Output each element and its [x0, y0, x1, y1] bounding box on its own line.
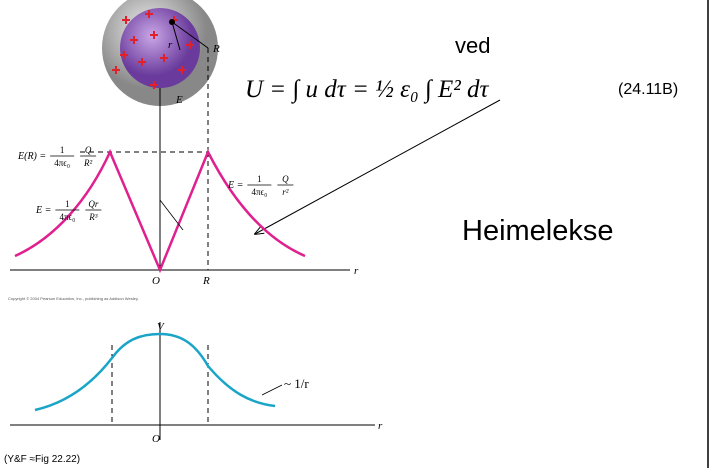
slide: r R ved U = ∫ u dτ = ½ ε₀ ∫ E² dτ (24.11…: [0, 0, 713, 468]
formula-surface: E(R) = 1 4πϵ₀ Q R²: [17, 145, 96, 168]
axis-V: V: [157, 321, 165, 333]
numerator: 1: [257, 174, 262, 184]
formula-lhs: E(R) =: [17, 151, 46, 162]
axis-E: E: [175, 94, 183, 106]
numerator: Q: [85, 145, 92, 155]
numerator: Q: [282, 174, 289, 184]
numerator: 1: [65, 199, 70, 209]
label-r: r: [168, 39, 173, 51]
potential-graph: [10, 322, 375, 440]
origin2: O: [152, 433, 160, 445]
formula-inside: E = 1 4πϵ₀ Qr R³: [35, 199, 101, 222]
falloff-label: ~ 1/r: [284, 376, 309, 391]
field-graph: [10, 88, 350, 272]
label-R: R: [212, 43, 220, 55]
denominator: R²: [83, 158, 92, 168]
ved: ved: [455, 33, 490, 58]
denominator: 4πϵ₀: [251, 187, 267, 197]
copyright: Copyright © 2004 Pearson Education, Inc.…: [8, 296, 139, 301]
radius: R: [202, 275, 210, 287]
pointer-arrow: [255, 100, 500, 234]
formula-outside: E = 1 4πϵ₀ Qr²: [227, 174, 293, 197]
numerator: Qr: [88, 199, 98, 209]
source: (Y&F ≈Fig 22.22): [4, 454, 80, 465]
homework: Heimelekse: [462, 215, 614, 247]
denominator: 4πϵ₀: [54, 158, 70, 168]
equation: U = ∫ u dτ = ½ ε₀ ∫ E² dτ: [245, 76, 489, 104]
denominator: r²: [282, 187, 289, 197]
denominator: 4πϵ₀: [59, 212, 75, 222]
denominator: R³: [88, 212, 97, 222]
axis-r2: r: [378, 420, 383, 432]
formula-lhs: E =: [227, 180, 243, 191]
equation-number: (24.11B): [618, 81, 678, 98]
axis-r: r: [354, 265, 359, 277]
origin: O: [152, 275, 160, 287]
formula-lhs: E =: [35, 205, 51, 216]
numerator: 1: [60, 145, 65, 155]
